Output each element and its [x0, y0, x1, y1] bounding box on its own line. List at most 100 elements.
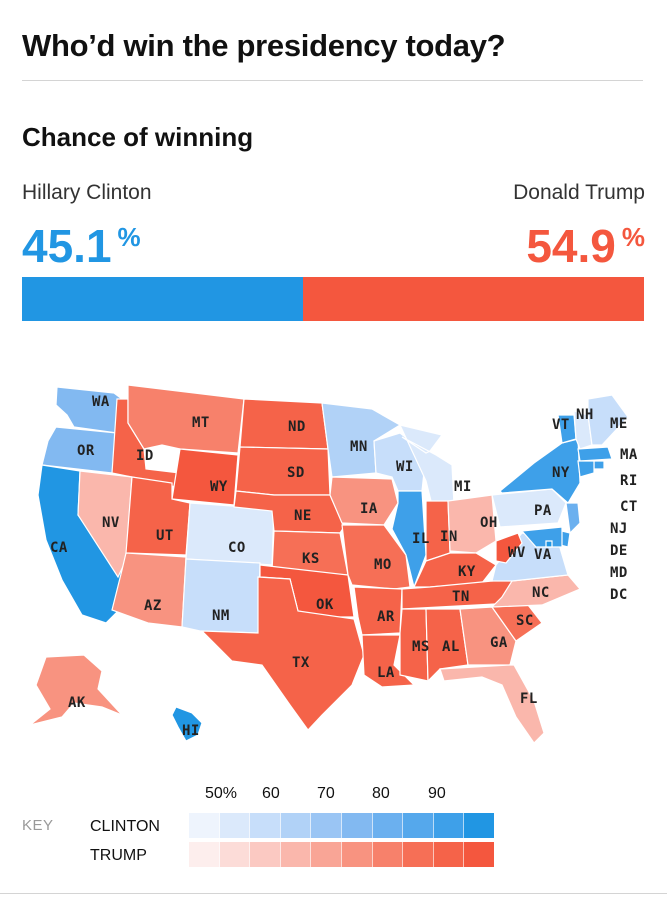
trump-pct-symbol: % — [621, 222, 645, 252]
state-nd — [239, 398, 329, 450]
state-label-wa: WA — [92, 394, 110, 410]
state-label-vt: VT — [552, 417, 570, 433]
key-clinton-label: CLINTON — [90, 818, 160, 835]
page-headline: Who’d win the presidency today? — [22, 28, 506, 63]
state-label-ne: NE — [294, 508, 312, 524]
us-state-map: WA OR CA NV ID MT WY UT AZ CO NM ND SD NE KS OK TX MN IA MO… — [22, 365, 644, 765]
state-hi — [171, 706, 203, 742]
state-label-nd: ND — [288, 419, 306, 435]
state-nj — [565, 502, 581, 535]
color-key: 50% 60 70 80 90 KEY CLINTON TRUMP — [22, 785, 502, 875]
key-swatch — [280, 842, 312, 867]
state-mi — [398, 424, 455, 506]
state-label-wv: WV — [508, 545, 526, 561]
key-swatch — [403, 842, 434, 867]
key-trump-label: TRUMP — [90, 847, 147, 864]
state-label-az: AZ — [144, 598, 162, 614]
state-label-me: ME — [610, 416, 628, 432]
key-trump-scale — [189, 842, 494, 867]
state-dc — [545, 540, 553, 548]
state-label-or: OR — [77, 443, 95, 459]
key-label: KEY — [22, 817, 54, 834]
state-label-al: AL — [442, 639, 460, 655]
clinton-probability-segment — [22, 277, 303, 321]
state-label-wi: WI — [396, 459, 414, 475]
key-swatch — [403, 813, 434, 838]
state-label-la: LA — [377, 665, 395, 681]
state-label-tx: TX — [292, 655, 310, 671]
state-nh — [573, 410, 593, 450]
state-sd — [235, 446, 331, 496]
state-wa — [55, 386, 123, 434]
key-swatch — [433, 813, 465, 838]
state-label-mt: MT — [192, 415, 210, 431]
state-label-il: IL — [412, 531, 430, 547]
state-label-ia: IA — [360, 501, 378, 517]
key-swatch — [250, 842, 281, 867]
key-swatch — [311, 813, 342, 838]
key-swatch — [219, 842, 251, 867]
state-il — [391, 490, 427, 590]
state-label-in: IN — [440, 529, 458, 545]
state-label-wy: WY — [210, 479, 228, 495]
state-label-ri: RI — [620, 473, 638, 489]
state-mt — [127, 384, 245, 454]
state-label-ms: MS — [412, 639, 430, 655]
key-swatch — [311, 842, 342, 867]
trump-percentage: 54.9% — [526, 212, 645, 271]
state-label-id: ID — [136, 448, 154, 464]
state-label-dc: DC — [610, 587, 628, 603]
key-swatch — [341, 813, 373, 838]
key-swatch — [250, 813, 281, 838]
state-me — [587, 394, 629, 446]
key-tick-50: 50% — [205, 785, 238, 802]
key-tick-90: 90 — [428, 785, 446, 802]
state-label-ks: KS — [302, 551, 320, 567]
key-swatch — [341, 842, 373, 867]
state-az — [111, 552, 187, 628]
key-swatch — [189, 813, 220, 838]
state-label-ut: UT — [156, 528, 174, 544]
state-or — [41, 426, 118, 474]
divider — [22, 80, 643, 81]
state-label-ma: MA — [620, 447, 638, 463]
state-label-oh: OH — [480, 515, 498, 531]
state-label-mn: MN — [350, 439, 368, 455]
state-label-mi: MI — [454, 479, 472, 495]
state-wy — [171, 448, 239, 506]
state-label-ak: AK — [68, 695, 86, 711]
state-label-hi: HI — [182, 723, 200, 739]
state-ct — [577, 460, 595, 478]
state-label-de: DE — [610, 543, 628, 559]
key-swatch — [280, 813, 312, 838]
state-mo — [341, 524, 411, 590]
probability-bar — [22, 277, 644, 321]
state-oh — [447, 494, 497, 554]
state-tx — [200, 576, 365, 731]
state-label-nc: NC — [532, 585, 550, 601]
state-label-md: MD — [610, 565, 628, 581]
key-tick-80: 80 — [372, 785, 390, 802]
clinton-name: Hillary Clinton — [22, 181, 152, 204]
key-tick-60: 60 — [262, 785, 280, 802]
state-label-mo: MO — [374, 557, 392, 573]
key-swatch — [372, 842, 404, 867]
state-label-ok: OK — [316, 597, 334, 613]
clinton-pct-symbol: % — [117, 222, 141, 252]
key-swatch — [372, 813, 404, 838]
state-fl — [439, 664, 545, 744]
state-ma — [577, 446, 613, 462]
state-ny — [499, 438, 581, 504]
state-label-tn: TN — [452, 589, 470, 605]
state-label-ny: NY — [552, 465, 570, 481]
key-tick-70: 70 — [317, 785, 335, 802]
key-clinton-scale — [189, 813, 494, 838]
trump-probability-segment — [302, 277, 644, 321]
key-swatch — [433, 842, 465, 867]
key-swatch — [189, 842, 220, 867]
state-label-nv: NV — [102, 515, 120, 531]
bottom-divider — [0, 893, 667, 894]
state-label-nh: NH — [576, 407, 594, 423]
state-label-fl: FL — [520, 691, 538, 707]
state-label-nj: NJ — [610, 521, 628, 537]
